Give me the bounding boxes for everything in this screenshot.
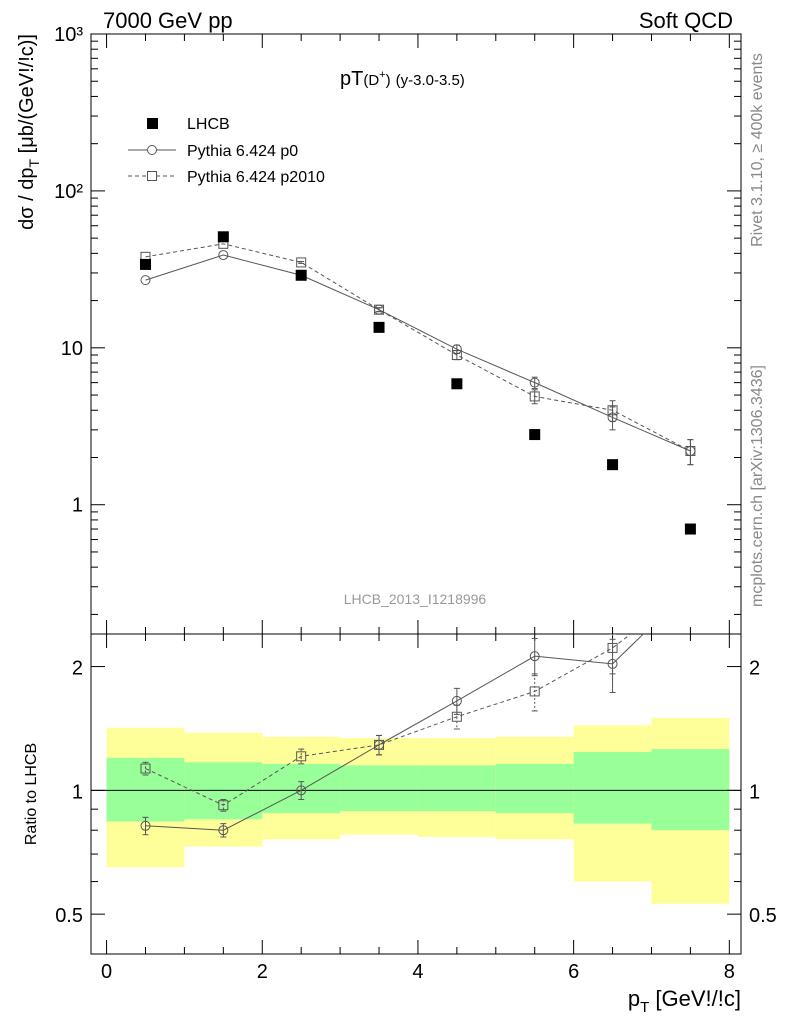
- ratio-point-p2010: [607, 642, 618, 653]
- main-y-tick-label: 10³: [54, 24, 83, 46]
- ratio-point-p0: [140, 820, 151, 831]
- ratio-point-p0: [296, 785, 307, 796]
- legend-marker-lhcb: [147, 118, 158, 129]
- ratio-band-inner: [573, 751, 652, 824]
- main-point-lhcb: [373, 321, 385, 333]
- main-point-lhcb: [451, 378, 463, 390]
- main-point-lhcb: [684, 523, 696, 535]
- main-point-p0: [529, 377, 540, 388]
- ratio-x-tick-label: 4: [412, 961, 423, 983]
- ratio-panel: 0.5 0.5 1 1 2 2 0 2 4 6 8 Ratio to LHCB pT [GeV!/!…: [23, 633, 777, 1016]
- ylabel-sub: T: [26, 158, 42, 167]
- ratio-bands: [91, 717, 741, 904]
- ratio-band-inner: [495, 763, 574, 814]
- ratio-point-p0: [529, 651, 540, 662]
- main-point-lhcb: [295, 269, 307, 281]
- ratio-point-p2010: [140, 763, 151, 774]
- main-ticks: 1 10 10² 10³: [54, 24, 741, 634]
- ratio-xlabel: pT [GeV!/!c]: [628, 986, 741, 1016]
- ratio-point-p0: [218, 825, 229, 836]
- main-y-tick-label: 10: [61, 338, 83, 360]
- ratio-ticks: 0.5 0.5 1 1 2 2 0 2 4 6 8: [55, 634, 777, 983]
- ratio-clipped: [140, 634, 645, 838]
- ratio-ylabel: Ratio to LHCB: [23, 743, 40, 845]
- title-range: (y-3.0-3.5): [396, 72, 465, 89]
- main-point-p2010: [607, 405, 618, 416]
- ratio-band-inner: [340, 765, 418, 812]
- ratio-y-tick-label: 2: [72, 658, 83, 680]
- main-y-tick-label: 10²: [54, 181, 83, 203]
- ratio-point-p2010: [451, 711, 462, 722]
- ratio-x-tick-label: 0: [101, 961, 112, 983]
- main-point-p2010: [529, 391, 540, 402]
- title-sup: +: [379, 69, 385, 81]
- ratio-band-inner: [106, 757, 185, 822]
- side-label-mcplots: mcplots.cern.ch [arXiv:1306.3436]: [749, 365, 766, 607]
- ratio-y-tick-label-right: 0.5: [749, 905, 777, 927]
- xlabel-tail: [GeV!/!c]: [649, 986, 741, 1011]
- legend: LHCB Pythia 6.424 p0 Pythia 6.424 p2010: [128, 116, 325, 186]
- ratio-series-line-0: [145, 634, 645, 831]
- legend-label-p0: Pythia 6.424 p0: [187, 143, 298, 160]
- main-ylabel: dσ / dpT [μb/(GeV!/!c)]: [16, 34, 42, 230]
- ratio-series-line-1: [145, 634, 632, 806]
- main-point-p2010: [451, 349, 462, 360]
- ratio-point-p2010: [529, 686, 540, 697]
- main-title: pT(D+) (y-3.0-3.5): [340, 68, 465, 90]
- main-data: [139, 231, 696, 535]
- title-close: ): [386, 72, 391, 89]
- main-point-p0: [218, 250, 229, 261]
- legend-label-p2010: Pythia 6.424 p2010: [187, 169, 325, 186]
- legend-marker-p0: [147, 145, 157, 155]
- main-point-p2010: [296, 257, 307, 268]
- ratio-point-p2010: [374, 739, 385, 750]
- main-panel: 1 10 10² 10³ pT(D+) (y-3.0-3.5) LHCB_2013_I1…: [16, 24, 742, 635]
- main-point-p2010: [685, 445, 696, 456]
- ratio-point-p2010: [218, 800, 229, 811]
- ylabel-main: dσ / dp: [16, 167, 38, 229]
- ratio-y-tick-label: 1: [72, 781, 83, 803]
- ratio-x-tick-label: 6: [568, 961, 579, 983]
- ratio-band-inner: [417, 765, 496, 812]
- title-main: pT: [340, 68, 363, 90]
- xlabel-sub: T: [640, 999, 649, 1016]
- main-point-lhcb: [607, 459, 619, 471]
- ratio-y-tick-label: 0.5: [55, 905, 83, 927]
- main-point-p2010: [374, 304, 385, 315]
- header-left: 7000 GeV pp: [103, 8, 233, 33]
- main-y-tick-label: 1: [72, 495, 83, 517]
- ratio-point-p2010: [296, 751, 307, 762]
- main-point-lhcb: [139, 258, 151, 270]
- ratio-band-inner: [651, 749, 730, 831]
- title-paren: (D: [363, 72, 379, 89]
- ratio-y-tick-label-right: 2: [749, 658, 760, 680]
- main-point-p0: [140, 275, 151, 286]
- ylabel-tail: [μb/(GeV!/!c)]: [16, 34, 38, 159]
- analysis-label: LHCB_2013_I1218996: [344, 591, 487, 607]
- ratio-x-tick-label: 2: [257, 961, 268, 983]
- side-label-rivet: Rivet 3.1.10, ≥ 400k events: [749, 53, 766, 247]
- ratio-data: [140, 634, 645, 838]
- main-point-lhcb: [529, 429, 541, 441]
- main-series-line-1: [145, 254, 691, 452]
- xlabel-main: p: [628, 986, 640, 1011]
- main-series-line-2: [145, 243, 691, 452]
- header-right: Soft QCD: [639, 8, 733, 33]
- legend-label-lhcb: LHCB: [187, 116, 230, 133]
- ratio-y-tick-label-right: 1: [749, 781, 760, 803]
- ratio-frame: [90, 633, 742, 955]
- ratio-x-tick-label: 8: [724, 961, 735, 983]
- legend-marker-p2010: [147, 171, 157, 181]
- main-point-lhcb: [217, 231, 229, 243]
